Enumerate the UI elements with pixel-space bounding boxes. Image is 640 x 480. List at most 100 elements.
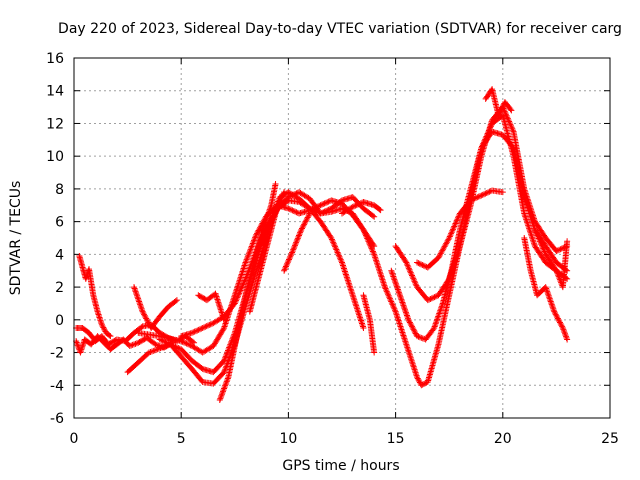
data-point	[285, 194, 292, 201]
data-point	[289, 207, 296, 214]
data-point	[138, 304, 145, 311]
data-point	[169, 336, 176, 343]
data-point	[454, 216, 461, 223]
data-point	[200, 324, 207, 331]
data-point	[389, 272, 396, 279]
data-point	[194, 327, 201, 334]
data-point	[239, 283, 246, 290]
data-point	[453, 219, 460, 226]
data-point	[320, 209, 327, 216]
data-point	[406, 266, 413, 273]
data-point	[302, 218, 309, 225]
data-point	[416, 260, 423, 267]
data-point	[387, 297, 394, 304]
data-point	[216, 397, 223, 403]
data-point	[418, 382, 425, 389]
data-point	[330, 239, 337, 246]
data-point	[334, 249, 341, 256]
data-point	[409, 273, 416, 280]
data-point	[540, 247, 547, 254]
data-point	[135, 297, 142, 304]
data-point	[187, 342, 194, 349]
data-point	[293, 238, 300, 245]
data-point	[411, 327, 418, 334]
data-point	[507, 122, 514, 129]
data-point	[391, 277, 398, 284]
data-point	[274, 206, 281, 213]
data-point	[560, 327, 567, 334]
data-point	[333, 246, 340, 253]
data-point	[282, 263, 289, 270]
data-point	[446, 233, 453, 240]
data-point	[265, 210, 272, 217]
data-point	[438, 304, 445, 311]
data-point	[135, 295, 142, 302]
data-point	[543, 286, 550, 293]
data-point	[332, 243, 339, 250]
data-point	[337, 198, 344, 205]
series-burst-early	[131, 284, 180, 331]
data-point	[249, 240, 256, 247]
data-point	[143, 316, 150, 323]
data-point	[558, 245, 565, 252]
data-point	[388, 299, 395, 306]
data-point	[409, 325, 416, 331]
data-point	[248, 244, 255, 251]
data-point	[151, 347, 158, 354]
data-point	[318, 201, 325, 208]
x-axis-label: GPS time / hours	[282, 458, 399, 474]
data-point	[224, 376, 231, 383]
data-point	[410, 326, 417, 333]
data-point	[235, 291, 242, 298]
data-point	[243, 258, 250, 265]
y-tick-label: -4	[50, 378, 64, 394]
y-tick-label: 6	[55, 215, 64, 231]
data-point	[428, 295, 435, 302]
data-point	[184, 341, 191, 348]
data-point	[260, 225, 267, 232]
data-point	[337, 256, 344, 263]
data-point	[357, 200, 364, 207]
data-point	[555, 316, 562, 323]
data-point	[219, 389, 226, 396]
data-point	[134, 294, 141, 301]
data-point	[436, 310, 443, 317]
data-point	[351, 203, 358, 210]
data-point	[146, 320, 153, 327]
data-point	[164, 334, 171, 341]
data-point	[294, 236, 301, 243]
data-point	[132, 286, 139, 293]
data-point	[399, 300, 406, 307]
data-point	[131, 284, 138, 291]
data-point	[355, 201, 362, 208]
data-point	[497, 108, 504, 115]
data-point	[242, 259, 249, 266]
data-point	[553, 267, 560, 274]
data-point	[322, 208, 329, 214]
data-point	[475, 193, 482, 200]
data-point	[148, 348, 155, 355]
data-point	[171, 343, 178, 349]
data-point	[328, 236, 335, 243]
data-point	[150, 347, 157, 354]
data-point	[403, 260, 410, 267]
data-point	[398, 298, 405, 305]
data-point	[153, 341, 160, 348]
data-point	[431, 323, 438, 330]
y-tick-label: 0	[55, 313, 64, 329]
data-point	[296, 231, 303, 238]
data-point	[182, 339, 189, 346]
data-point	[448, 229, 455, 236]
data-point	[333, 247, 340, 254]
data-point	[289, 249, 296, 256]
data-point	[447, 232, 454, 239]
data-point	[151, 340, 158, 347]
data-point	[553, 312, 560, 319]
data-point	[403, 259, 410, 266]
data-point	[549, 304, 556, 311]
data-point	[392, 279, 399, 286]
data-point	[411, 329, 418, 336]
data-point	[202, 323, 209, 330]
data-point	[433, 317, 440, 324]
data-point	[222, 382, 229, 389]
